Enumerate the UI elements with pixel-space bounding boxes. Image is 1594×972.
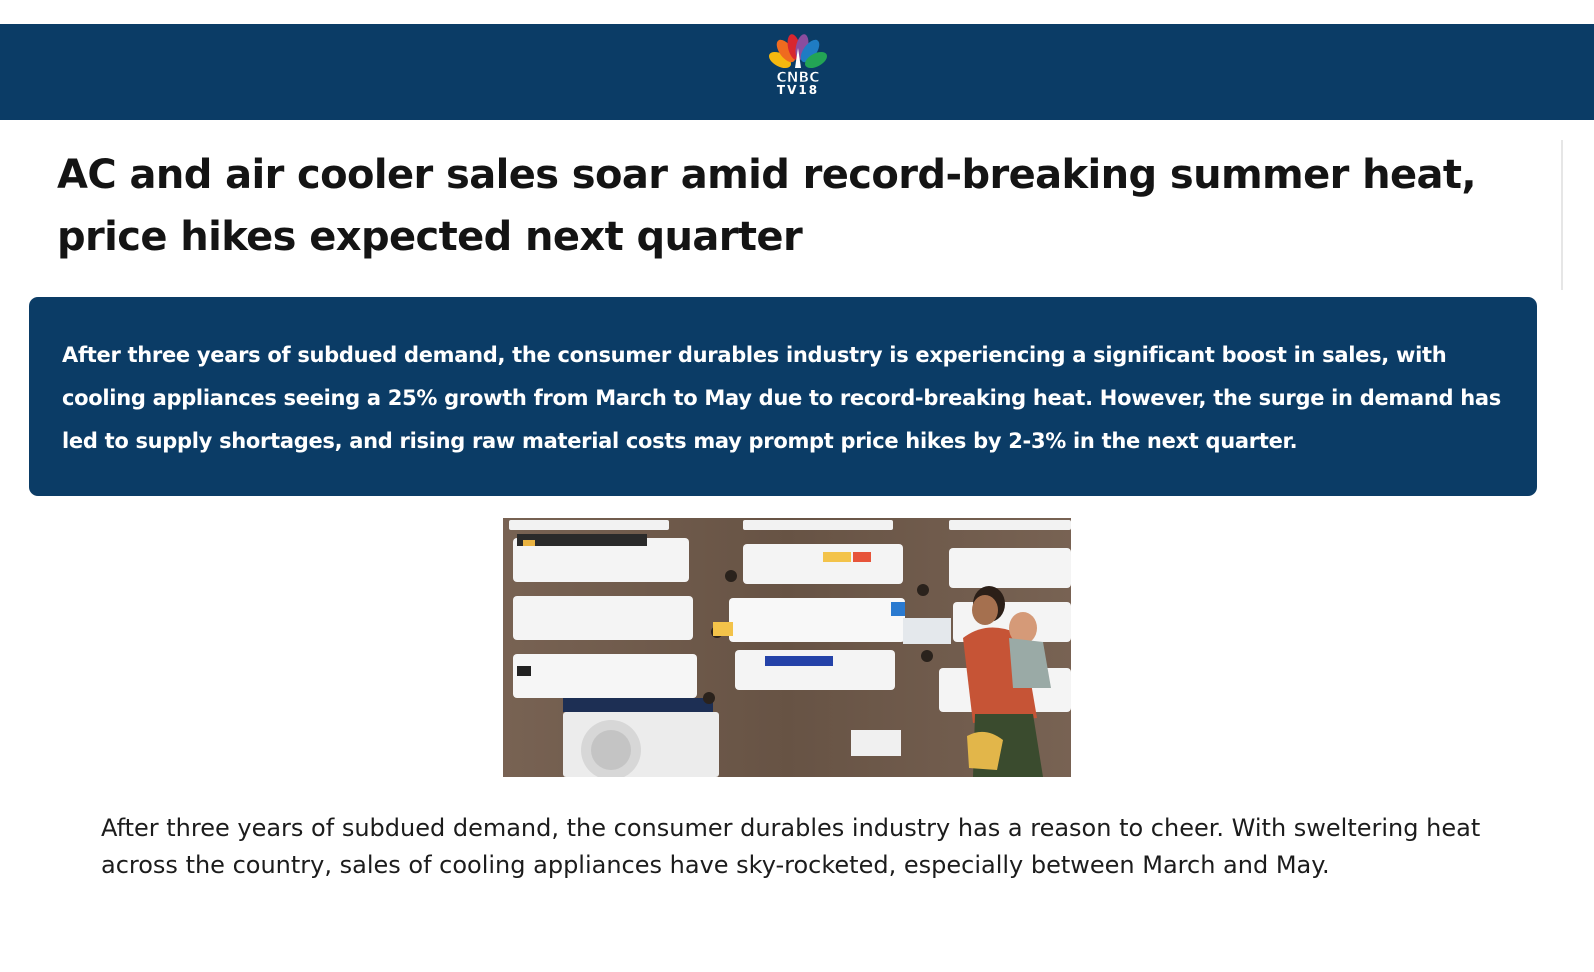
article-body-paragraph: After three years of subdued demand, the… <box>101 814 1481 879</box>
logo-text-cnbc: CNBC <box>776 70 820 86</box>
showroom-photo <box>503 518 1071 777</box>
divider <box>1561 140 1563 290</box>
article-summary-text: After three years of subdued demand, the… <box>62 343 1501 453</box>
article-photo <box>503 518 1071 777</box>
top-strip <box>0 0 1594 24</box>
cnbc-tv18-logo[interactable]: CNBC TV18 <box>764 34 832 110</box>
logo-text-tv18: TV18 <box>776 83 820 97</box>
peacock-logo-icon <box>768 34 828 69</box>
article-headline: AC and air cooler sales soar amid record… <box>57 152 1477 260</box>
site-header: CNBC TV18 <box>0 24 1594 120</box>
article-summary-box: After three years of subdued demand, the… <box>29 297 1537 496</box>
